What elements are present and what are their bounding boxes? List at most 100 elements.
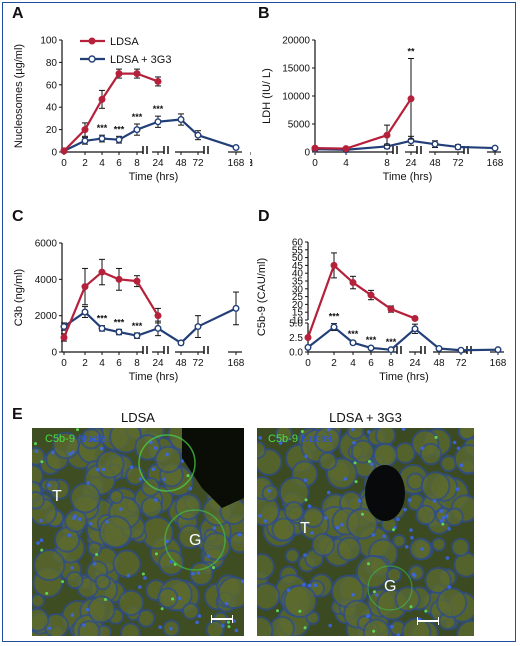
nucleus-dot	[158, 625, 162, 630]
nucleus-dot	[151, 467, 156, 471]
series-line-ldsa	[63, 128, 86, 152]
nucleus-dot	[439, 519, 444, 523]
tissue-cell	[401, 617, 432, 636]
y-tick-label: 40	[46, 103, 58, 114]
series-line-ldsa	[390, 308, 416, 320]
x-tick-label: 168	[487, 158, 504, 169]
stain-c5b9-left: C5b-9	[45, 433, 75, 445]
data-point-ldsa	[411, 314, 419, 322]
tissue-cell	[346, 507, 379, 540]
y-axis-label: C3b (ng/ml)	[13, 269, 25, 326]
nucleus-dot	[168, 626, 173, 631]
data-point-ldsa	[367, 291, 375, 299]
series-line-ldsa	[306, 265, 336, 338]
series-line-treated	[434, 143, 459, 149]
micrograph-right-title: LDSA + 3G3	[329, 410, 402, 425]
tissue-cell	[174, 493, 202, 521]
series-line-treated	[63, 139, 86, 152]
c5b9-stain-dot	[154, 552, 158, 556]
series-line-treated	[157, 327, 182, 344]
y-tick-label: 45	[292, 261, 304, 272]
nucleus-dot	[307, 504, 312, 508]
x-tick-label: 8	[134, 358, 140, 369]
nucleus-dot	[447, 585, 452, 589]
data-point-ldsa	[133, 70, 141, 78]
data-point-ldsa	[115, 70, 123, 78]
nucleus-dot	[258, 513, 262, 518]
x-tick-label: 8	[134, 158, 140, 169]
tissue-cell	[257, 615, 274, 636]
tissue-cell	[32, 490, 45, 510]
y-tick-label: 15000	[282, 64, 310, 75]
data-point-treated	[115, 136, 123, 144]
data-point-treated	[387, 346, 395, 354]
nucleus-dot	[340, 522, 344, 527]
series-line-treated	[438, 347, 462, 352]
significance-marker: ***	[97, 314, 108, 324]
nucleus-dot	[36, 541, 40, 545]
panel-letter-b: B	[258, 5, 270, 22]
x-tick-label: 6	[368, 358, 374, 369]
data-point-treated	[81, 308, 89, 316]
y-tick-label: 50	[292, 253, 304, 264]
significance-marker: ***	[329, 312, 340, 322]
nucleus-dot	[302, 582, 306, 587]
x-tick-label: 2	[250, 158, 253, 169]
nucleus-dot	[95, 467, 100, 472]
data-point-treated	[431, 140, 439, 148]
nucleus-dot	[267, 489, 271, 493]
nucleus-dot	[68, 452, 72, 456]
tissue-cell	[283, 501, 305, 522]
nucleus-dot	[177, 596, 182, 601]
data-point-ldsa	[115, 275, 123, 283]
c5b9-stain-dot	[304, 498, 308, 502]
nucleus-dot	[119, 507, 123, 512]
nucleus-dot	[343, 477, 348, 481]
nucleus-dot	[263, 519, 267, 523]
significance-marker: ***	[132, 321, 143, 331]
nucleus-dot	[286, 588, 291, 592]
data-point-treated	[154, 118, 162, 126]
series-line-treated	[197, 134, 237, 149]
nucleus-dot	[220, 624, 225, 628]
tissue-cell	[202, 532, 231, 561]
series-line-treated	[307, 326, 335, 349]
series-line-ldsa	[352, 281, 372, 296]
tissue-cell	[181, 602, 200, 620]
nucleus-dot	[188, 486, 193, 491]
tissue-cell	[140, 477, 161, 497]
nucleus-dot	[67, 533, 72, 538]
c5b9-stain-dot	[367, 460, 371, 464]
tissue-cell	[32, 593, 46, 609]
data-point-treated	[232, 304, 240, 312]
c5b9-stain-dot	[300, 429, 304, 433]
tissue-cell	[80, 428, 102, 450]
tissue-cell	[205, 620, 225, 636]
tissue-cell	[228, 531, 244, 554]
x-tick-label: 6	[116, 358, 122, 369]
tissue-cell	[346, 428, 365, 440]
tissue-cell	[283, 584, 318, 619]
c5b9-stain-dot	[372, 590, 376, 594]
tissue-cell	[140, 496, 163, 519]
y-tick-label: 25	[292, 292, 304, 303]
c5b9-stain-dot	[103, 597, 107, 601]
tissue-cell	[415, 504, 437, 526]
nucleus-dot	[212, 526, 217, 530]
x-tick-label: 0	[61, 158, 67, 169]
c5b9-stain-dot	[45, 591, 49, 595]
nucleus-dot	[410, 535, 414, 540]
y-tick-label: 10	[292, 316, 304, 327]
series-line-treated	[136, 327, 159, 337]
nucleus-dot	[85, 607, 90, 612]
nucleus-dot	[326, 490, 331, 495]
y-tick-label: 0	[304, 148, 310, 159]
tissue-cell	[453, 443, 474, 475]
data-point-treated	[177, 116, 185, 124]
nucleus-dot	[455, 487, 460, 491]
tissue-cell	[177, 524, 203, 550]
nucleus-dot	[169, 560, 173, 564]
data-point-ldsa	[133, 277, 141, 285]
data-point-ldsa	[81, 126, 89, 134]
tissue-cell	[302, 506, 325, 529]
